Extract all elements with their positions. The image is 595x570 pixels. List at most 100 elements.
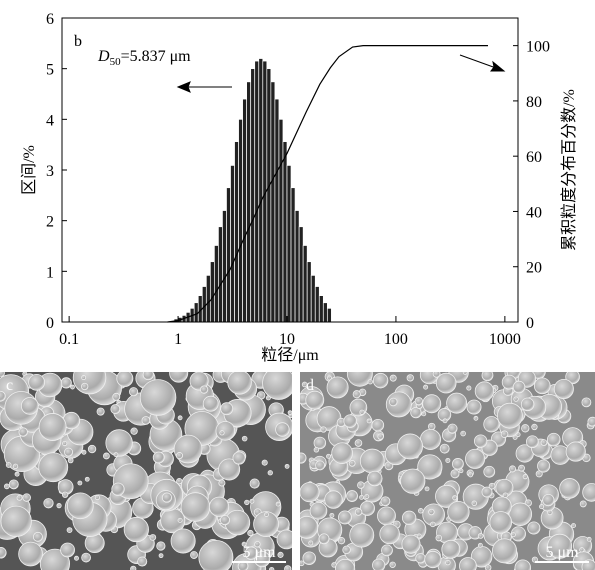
particle [38, 452, 69, 483]
particle [326, 453, 331, 459]
y2-tick-label: 80 [526, 94, 542, 111]
panel-label: d [306, 377, 314, 394]
bar [214, 245, 219, 323]
particle [156, 541, 166, 551]
particle [424, 486, 430, 492]
particle [483, 465, 496, 478]
particle [518, 464, 525, 472]
particle [445, 457, 451, 463]
particle [354, 439, 363, 447]
particle [520, 397, 535, 412]
sem-panels: c 5 μm d 5 μm [0, 372, 595, 570]
particle [414, 397, 423, 406]
particle [139, 379, 177, 416]
x-tick-label: 10 [279, 331, 295, 348]
particle [300, 452, 307, 464]
particle [326, 376, 349, 399]
annotation-symbol: D [97, 48, 110, 65]
particle [111, 482, 125, 496]
particle [343, 414, 357, 428]
sem-image [300, 372, 595, 570]
particle [28, 373, 46, 391]
particle [553, 379, 574, 400]
annotation-text: =5.837 μm [121, 48, 192, 65]
particle [261, 459, 268, 466]
particle [320, 426, 327, 433]
particle [249, 498, 255, 504]
particle [359, 494, 364, 500]
particle [459, 557, 477, 570]
annotation-subscript: 50 [110, 56, 122, 68]
particle [113, 452, 119, 458]
particle [158, 553, 164, 559]
particle [372, 558, 386, 570]
y2-axis-label: 累积粒度分布百分数/% [560, 89, 578, 251]
particle [326, 375, 332, 381]
y-tick-label: 6 [46, 11, 54, 28]
y-tick-label: 5 [46, 62, 54, 79]
chart: b D50=5.837 μm 粒径/μm 区间/% 累积粒度分布百分数/% 01… [20, 11, 578, 364]
particle [579, 500, 587, 508]
particle [262, 372, 292, 400]
particle [56, 503, 62, 509]
particle [432, 372, 441, 378]
particle [284, 565, 292, 570]
particle [381, 544, 393, 557]
bar [282, 141, 288, 323]
particle [419, 428, 442, 451]
particle [220, 402, 234, 416]
particle [462, 372, 468, 375]
particle [161, 492, 173, 503]
x-tick-label: 0.1 [59, 331, 79, 348]
particle [587, 416, 595, 427]
bar [270, 81, 276, 323]
particle [43, 498, 54, 509]
particle [513, 396, 519, 402]
particle [18, 541, 43, 567]
particle [112, 392, 121, 401]
bar [302, 245, 308, 323]
particle [331, 442, 353, 464]
particle [445, 559, 451, 566]
particle [430, 521, 436, 528]
bar [310, 275, 316, 323]
particle [300, 560, 305, 567]
particle [202, 395, 219, 412]
particle [417, 454, 443, 480]
y-tick-label: 2 [46, 214, 54, 231]
particle [337, 510, 352, 525]
particle [227, 372, 252, 395]
particle [32, 531, 43, 542]
arrows [176, 54, 506, 93]
particle [586, 536, 592, 542]
particle [497, 402, 523, 429]
particle [170, 528, 196, 554]
bar [234, 141, 239, 323]
bar [290, 187, 296, 323]
particle [22, 493, 31, 502]
particle [418, 508, 424, 514]
particle [309, 502, 328, 520]
particle [84, 476, 90, 482]
particle [533, 377, 551, 395]
particle [547, 533, 573, 559]
particle [474, 381, 495, 401]
particle [96, 407, 105, 416]
particle [249, 478, 260, 489]
particle [354, 508, 363, 516]
particle [244, 499, 250, 506]
particle [359, 409, 365, 415]
particle [275, 501, 281, 507]
particle [349, 522, 375, 548]
particle [389, 561, 396, 568]
particle [60, 377, 72, 389]
particle [446, 392, 468, 414]
particle [94, 494, 100, 501]
particle [473, 415, 479, 421]
bar [326, 307, 332, 323]
particle [539, 504, 545, 510]
particle [105, 429, 133, 457]
particle [14, 471, 20, 477]
particle [241, 541, 247, 547]
